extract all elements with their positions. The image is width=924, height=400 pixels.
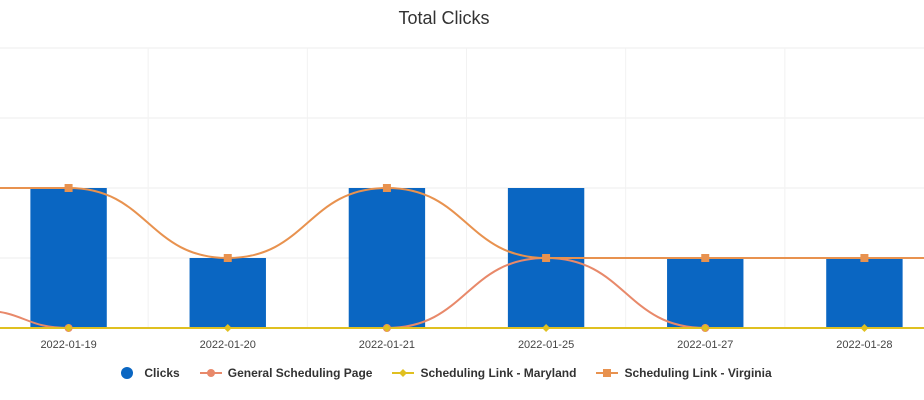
bar-2022-01-19	[30, 188, 107, 328]
marker-2-2022-01-27	[701, 324, 710, 332]
x-tick-label: 2022-01-20	[200, 339, 256, 351]
series-line-1	[0, 256, 924, 330]
marker-3-2022-01-20	[223, 254, 232, 262]
legend-item-scheduling-link-virginia[interactable]: Scheduling Link - Virginia	[596, 366, 772, 380]
marker-3-2022-01-27	[701, 254, 710, 262]
marker-3-2022-01-21	[382, 184, 391, 192]
lines-layer	[0, 186, 924, 330]
legend-circle-icon	[116, 366, 138, 380]
x-tick-label: 2022-01-27	[677, 339, 733, 351]
legend-item-general-scheduling-page[interactable]: General Scheduling Page	[199, 366, 373, 380]
legend-label: Scheduling Link - Virginia	[624, 366, 772, 380]
legend-item-clicks[interactable]: Clicks	[116, 366, 180, 380]
markers-layer	[64, 184, 869, 332]
marker-2-2022-01-19	[64, 324, 73, 332]
marker-3-2022-01-28	[860, 254, 869, 262]
marker-2-2022-01-20	[223, 324, 232, 332]
legend-line-square-icon	[596, 366, 619, 380]
legend-item-scheduling-link-maryland[interactable]: Scheduling Link - Maryland	[392, 366, 576, 380]
legend-label: General Scheduling Page	[227, 366, 373, 380]
x-tick-label: 2022-01-28	[836, 339, 892, 351]
grid	[0, 47, 924, 328]
series-line-3	[0, 186, 924, 260]
legend-label: Clicks	[144, 366, 180, 380]
marker-3-2022-01-19	[64, 184, 73, 192]
bar-2022-01-21	[348, 188, 426, 328]
legend: Clicks General Scheduling Page Schedulin…	[0, 366, 888, 380]
x-tick-label: 2022-01-19	[40, 339, 96, 351]
marker-3-2022-01-25	[542, 254, 551, 262]
legend-line-circle-icon	[199, 366, 222, 380]
marker-2-2022-01-21	[382, 324, 391, 332]
marker-2-2022-01-28	[860, 324, 869, 332]
x-axis-tick-labels: 2022-01-19 2022-01-20 2022-01-21 2022-01-25…	[40, 339, 892, 351]
bar-2022-01-27	[667, 258, 744, 328]
legend-label: Scheduling Link - Maryland	[420, 366, 577, 380]
legend-line-diamond-icon	[392, 366, 415, 380]
bars-layer	[30, 188, 903, 328]
bar-2022-01-28	[826, 258, 903, 328]
x-tick-label: 2022-01-25	[518, 339, 574, 351]
marker-2-2022-01-25	[542, 324, 551, 332]
bar-2022-01-20	[189, 258, 266, 328]
x-tick-label: 2022-01-21	[359, 339, 415, 351]
chart-title: Total Clicks	[398, 8, 490, 28]
